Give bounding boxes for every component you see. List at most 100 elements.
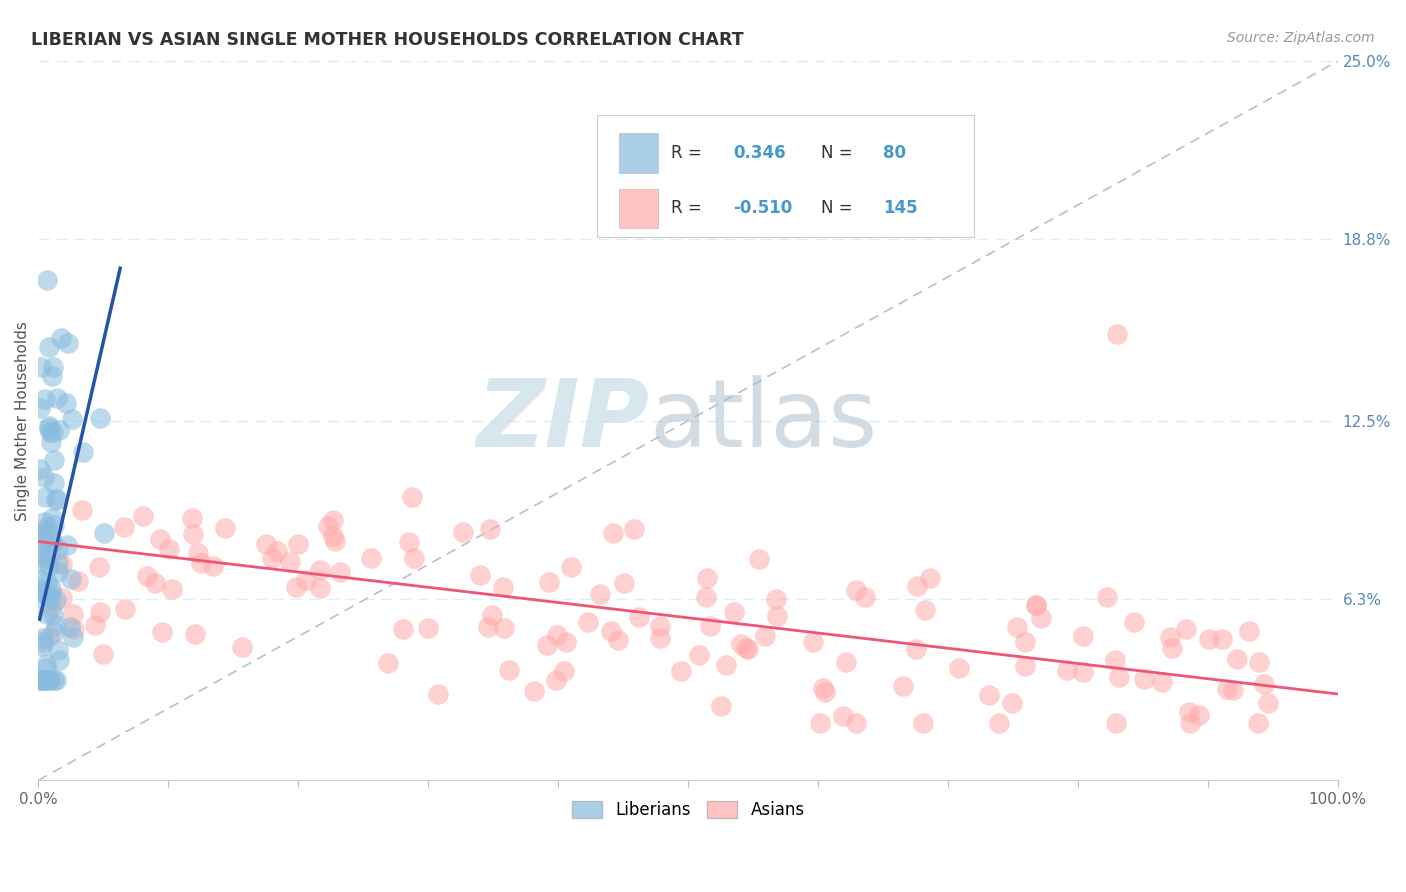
Point: [627, 610, 650, 624]
Point: [402, 550, 425, 565]
Point: [31, 639, 53, 653]
Point: [30, 585, 52, 599]
Point: [426, 687, 449, 701]
Point: [322, 529, 344, 543]
Point: [589, 587, 612, 601]
Point: [576, 615, 599, 629]
Point: [42, 625, 65, 640]
Text: atlas: atlas: [650, 375, 877, 467]
Point: [45, 593, 67, 607]
Point: [546, 628, 568, 642]
Point: [51, 591, 73, 605]
Point: [1253, 677, 1275, 691]
Point: [32, 515, 55, 529]
Point: [38, 549, 60, 563]
Point: [34, 490, 56, 504]
Point: [1226, 652, 1249, 666]
Point: [45, 391, 67, 405]
Point: [34, 673, 56, 687]
Point: [34, 537, 56, 551]
Point: [523, 684, 546, 698]
Point: [48, 653, 70, 667]
Point: [231, 640, 253, 654]
Point: [38, 559, 60, 574]
Point: [1198, 632, 1220, 647]
Point: [498, 663, 520, 677]
Point: [35, 552, 58, 566]
Point: [28, 556, 51, 570]
Point: [987, 715, 1010, 730]
Point: [1150, 675, 1173, 690]
Point: [599, 624, 621, 638]
Point: [284, 581, 307, 595]
Point: [149, 532, 172, 546]
Point: [835, 656, 858, 670]
Point: [56, 538, 79, 552]
Point: [38, 591, 60, 606]
Point: [89, 605, 111, 619]
Point: [537, 575, 560, 590]
Point: [322, 513, 344, 527]
Point: [132, 508, 155, 523]
Point: [187, 546, 209, 560]
Point: [918, 571, 941, 585]
Point: [39, 581, 62, 595]
Point: [401, 491, 423, 505]
Point: [30, 359, 52, 374]
Point: [135, 569, 157, 583]
Point: [114, 601, 136, 615]
Point: [42, 607, 65, 621]
Point: [977, 688, 1000, 702]
Point: [607, 632, 630, 647]
Point: [28, 461, 51, 475]
Point: [41, 599, 63, 614]
Point: [801, 635, 824, 649]
Point: [63, 622, 86, 636]
Text: 80: 80: [883, 145, 905, 162]
Point: [1029, 610, 1052, 624]
Point: [696, 571, 718, 585]
Point: [470, 568, 492, 582]
Point: [112, 520, 135, 534]
Point: [1105, 327, 1128, 342]
Point: [254, 536, 277, 550]
Point: [1222, 682, 1244, 697]
Point: [845, 582, 868, 597]
Point: [1216, 682, 1239, 697]
Point: [39, 673, 62, 687]
Point: [911, 715, 934, 730]
Point: [87, 560, 110, 574]
Point: [555, 634, 578, 648]
Point: [948, 661, 970, 675]
Point: [157, 541, 180, 556]
Point: [613, 575, 636, 590]
Point: [42, 359, 65, 374]
Point: [710, 698, 733, 713]
Point: [48, 423, 70, 437]
Point: [37, 575, 59, 590]
Text: R =: R =: [671, 145, 707, 162]
Point: [49, 331, 72, 345]
Point: [1097, 590, 1119, 604]
Point: [392, 622, 415, 636]
Point: [1005, 620, 1028, 634]
Point: [45, 492, 67, 507]
Point: [1249, 655, 1271, 669]
Text: LIBERIAN VS ASIAN SINGLE MOTHER HOUSEHOLDS CORRELATION CHART: LIBERIAN VS ASIAN SINGLE MOTHER HOUSEHOL…: [31, 31, 744, 49]
Point: [51, 557, 73, 571]
Point: [1105, 715, 1128, 730]
Point: [262, 550, 284, 565]
Point: [39, 434, 62, 449]
Point: [1001, 696, 1024, 710]
Point: [34, 392, 56, 406]
Point: [42, 673, 65, 687]
Point: [1175, 622, 1198, 636]
Point: [32, 673, 55, 687]
Point: [1014, 659, 1036, 673]
Point: [398, 534, 420, 549]
Legend: Liberians, Asians: Liberians, Asians: [565, 795, 811, 826]
Point: [648, 632, 671, 646]
Text: -0.510: -0.510: [734, 200, 793, 218]
Point: [32, 469, 55, 483]
Point: [814, 685, 837, 699]
